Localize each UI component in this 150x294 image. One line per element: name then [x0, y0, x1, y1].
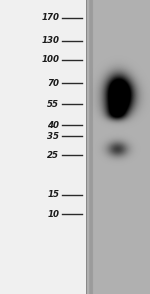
Bar: [88, 0, 150, 294]
Text: 130: 130: [41, 36, 59, 45]
Bar: [0, 0, 86, 294]
Text: 170: 170: [41, 13, 59, 22]
Text: 15: 15: [47, 190, 59, 199]
Text: 70: 70: [47, 79, 59, 88]
Text: 55: 55: [47, 100, 59, 108]
Text: 25: 25: [47, 151, 59, 160]
Text: 40: 40: [47, 121, 59, 130]
Text: 100: 100: [41, 56, 59, 64]
Text: 35: 35: [47, 132, 59, 141]
Text: 10: 10: [47, 210, 59, 218]
